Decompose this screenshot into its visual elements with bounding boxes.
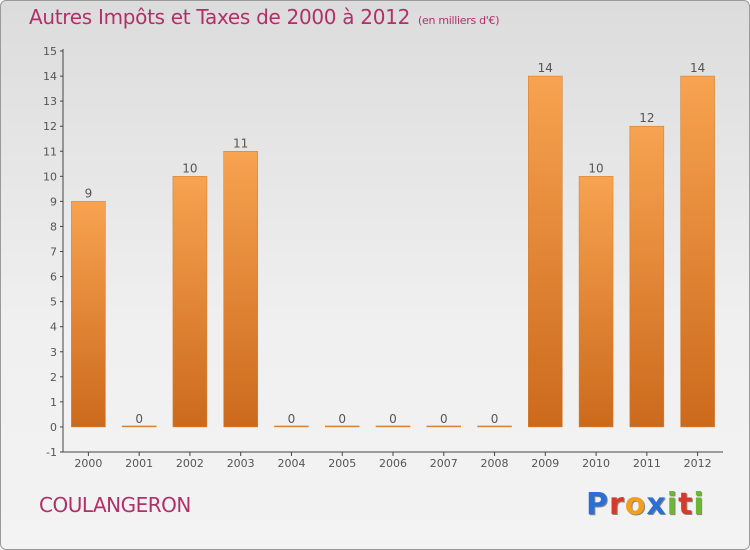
y-tick-label: 15 <box>43 45 57 58</box>
y-tick-label: -1 <box>46 446 57 459</box>
y-tick-label: 0 <box>50 421 57 434</box>
logo-letter: o <box>624 487 647 522</box>
bar-2011 <box>629 125 665 428</box>
logo-letter: t <box>678 487 694 522</box>
y-tick-label: 4 <box>50 321 57 334</box>
bar-2012 <box>680 75 715 428</box>
y-tick-label: 1 <box>50 396 57 409</box>
x-tick-label-2003: 2003 <box>227 457 255 470</box>
x-tick-label-2000: 2000 <box>74 457 102 470</box>
x-tick-label-2002: 2002 <box>176 457 204 470</box>
data-label-2005: 0 <box>338 412 346 426</box>
logo-letter: i <box>666 487 679 522</box>
data-label-2002: 10 <box>182 161 197 175</box>
bar-2008 <box>477 425 512 428</box>
data-label-2006: 0 <box>389 412 397 426</box>
x-tick-label-2001: 2001 <box>125 457 153 470</box>
logo-letter: r <box>609 487 625 522</box>
bar-2006 <box>375 425 411 428</box>
logo-letter: i <box>693 487 705 522</box>
data-label-2007: 0 <box>440 412 448 426</box>
bar-2000 <box>71 201 106 428</box>
bar-2003 <box>223 151 258 428</box>
y-tick-label: 6 <box>50 271 57 284</box>
y-tick-label: 5 <box>50 296 57 309</box>
data-label-2001: 0 <box>135 412 143 426</box>
title-text: Autres Impôts et Taxes de 2000 à 2012 <box>29 5 410 29</box>
y-tick-label: 8 <box>50 220 57 233</box>
y-tick-label: 11 <box>43 145 57 158</box>
x-tick-label-2004: 2004 <box>277 457 305 470</box>
logo-letter: x <box>646 487 667 522</box>
x-tick-label-2010: 2010 <box>582 457 610 470</box>
data-label-2008: 0 <box>491 412 499 426</box>
x-tick-label-2007: 2007 <box>430 457 458 470</box>
y-tick-label: 7 <box>50 246 57 259</box>
data-label-2009: 14 <box>538 61 553 75</box>
data-label-2010: 10 <box>588 161 603 175</box>
y-tick-label: 12 <box>43 120 57 133</box>
logo-letter: P <box>586 487 609 522</box>
x-tick-label-2006: 2006 <box>379 457 407 470</box>
bar-2009 <box>528 75 563 428</box>
bar-2004 <box>274 425 309 428</box>
y-tick-label: 3 <box>50 346 57 359</box>
y-tick-label: 14 <box>43 70 57 83</box>
x-tick-label-2012: 2012 <box>684 457 712 470</box>
x-tick-label-2011: 2011 <box>633 457 661 470</box>
x-tick-label-2005: 2005 <box>328 457 356 470</box>
y-tick-label: 10 <box>43 170 57 183</box>
chart-subtitle: (en milliers d'€) <box>418 14 500 27</box>
proxiti-logo: Proxiti <box>586 487 705 522</box>
bar-2001 <box>121 425 157 428</box>
bar-2007 <box>426 425 462 428</box>
data-label-2011: 12 <box>639 111 654 125</box>
data-label-2012: 14 <box>690 61 705 75</box>
data-label-2003: 11 <box>233 136 248 150</box>
bar-2005 <box>324 425 360 428</box>
y-tick-label: 13 <box>43 95 57 108</box>
y-tick-label: 2 <box>50 371 57 384</box>
chart-title: Autres Impôts et Taxes de 2000 à 2012 (en… <box>29 5 499 29</box>
data-label-2000: 9 <box>85 186 93 200</box>
bar-2002 <box>172 176 208 428</box>
y-tick-label: 9 <box>50 195 57 208</box>
commune-name: COULANGERON <box>39 493 191 517</box>
x-tick-label-2009: 2009 <box>531 457 559 470</box>
bar-2010 <box>578 176 614 428</box>
x-tick-label-2008: 2008 <box>481 457 509 470</box>
data-label-2004: 0 <box>288 412 296 426</box>
